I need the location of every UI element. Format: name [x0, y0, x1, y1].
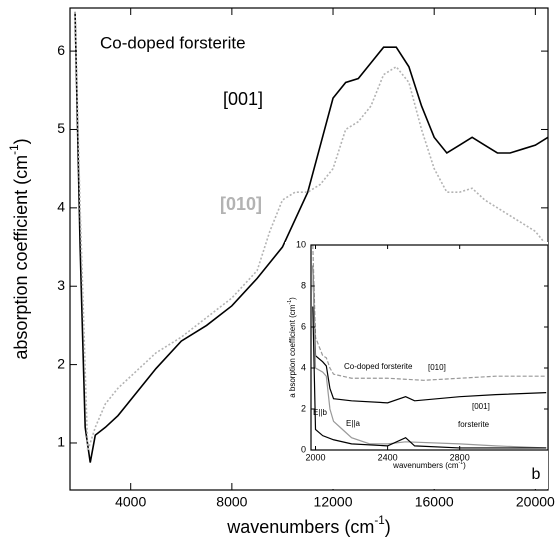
annotation: forsterite — [458, 420, 490, 429]
x-tick-label: 4000 — [115, 493, 146, 509]
axis-label-end: ) — [11, 138, 31, 144]
y-tick-label: 1 — [57, 434, 65, 450]
y-tick-label: 6 — [57, 42, 65, 58]
x-tick-label: 8000 — [216, 493, 247, 509]
x-tick-label: 2800 — [450, 452, 470, 462]
axis-label: absorption coefficient (cm-1) — [8, 138, 31, 359]
x-tick-label: 2400 — [378, 452, 398, 462]
series-label: [010] — [428, 363, 446, 372]
axis-label-text: a bsorption coefficient (cm — [288, 304, 297, 398]
data-line — [312, 265, 547, 404]
axis-label-end: ) — [463, 461, 466, 470]
x-tick-label: 2000 — [305, 452, 325, 462]
annotation: [010] — [220, 194, 262, 214]
y-tick-label: 10 — [296, 239, 306, 249]
x-tick-label: 20000 — [516, 493, 555, 509]
axis-label-text: wavenumbers (cm — [226, 517, 374, 537]
y-tick-label: 8 — [301, 280, 306, 290]
axis-label-text: wavenumbers (cm — [392, 461, 459, 470]
axis-label-sup: -1 — [459, 460, 464, 466]
y-tick-label: 6 — [301, 321, 306, 331]
axis-label-end: ) — [288, 297, 297, 300]
annotation: Co-doped forsterite — [100, 33, 246, 52]
axis-label-text: absorption coefficient (cm — [11, 155, 31, 360]
data-line — [74, 11, 548, 463]
y-tick-label: 4 — [57, 199, 65, 215]
axis-label-sup: -1 — [287, 300, 293, 305]
axis-label-sup: -1 — [374, 514, 384, 527]
data-line — [312, 245, 547, 381]
axis-label: wavenumbers (cm-1) — [226, 514, 390, 537]
y-tick-label: 0 — [301, 444, 306, 454]
series-label: E||b — [313, 408, 327, 417]
y-tick-label: 2 — [301, 403, 306, 413]
series-label: E||a — [346, 419, 360, 428]
axis-label: a bsorption coefficient (cm-1) — [287, 297, 297, 398]
y-tick-label: 2 — [57, 355, 65, 371]
y-tick-label: 3 — [57, 277, 65, 293]
x-tick-label: 16000 — [415, 493, 454, 509]
data-line — [312, 265, 547, 449]
axis-label-sup: -1 — [8, 144, 21, 154]
plot-frame — [310, 244, 549, 451]
annotation: Co-doped forsterite — [344, 362, 413, 371]
series-label: [001] — [472, 402, 490, 411]
y-tick-label: 5 — [57, 120, 65, 136]
data-line — [312, 306, 547, 449]
axis-label: wavenumbers (cm-1) — [392, 460, 466, 470]
y-tick-label: 4 — [301, 362, 306, 372]
annotation: b — [532, 466, 541, 483]
annotation: [001] — [223, 89, 263, 109]
data-line — [74, 11, 548, 452]
axis-label-end: ) — [385, 517, 391, 537]
x-tick-label: 12000 — [314, 493, 353, 509]
